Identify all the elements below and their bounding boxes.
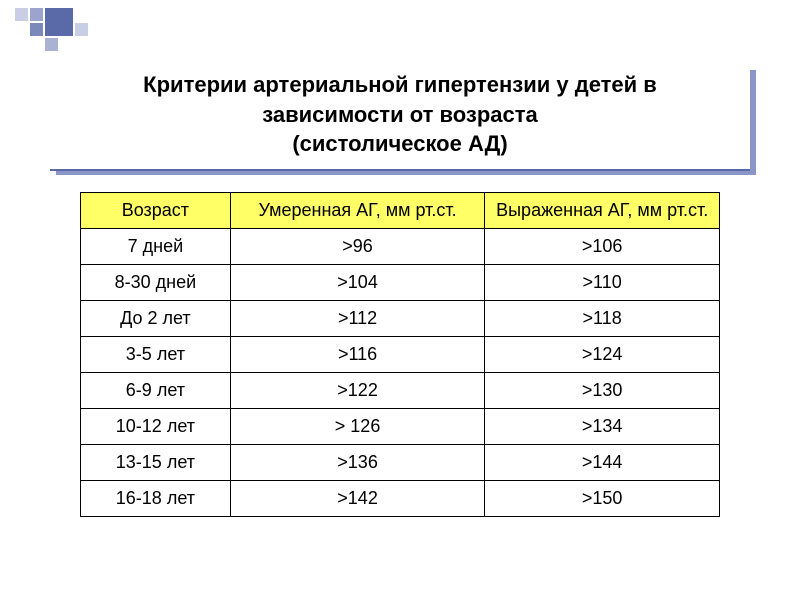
table-row: 6-9 лет>122>130	[81, 373, 720, 409]
table-row: До 2 лет>112>118	[81, 301, 720, 337]
table-cell: >116	[230, 337, 485, 373]
table-row: 10-12 лет> 126>134	[81, 409, 720, 445]
data-table-container: Возраст Умеренная АГ, мм рт.ст. Выраженн…	[80, 192, 720, 517]
table-cell: 7 дней	[81, 229, 231, 265]
table-cell: >124	[485, 337, 720, 373]
table-cell: 16-18 лет	[81, 481, 231, 517]
title-line1: Критерии артериальной гипертензии у дете…	[143, 72, 657, 97]
table-row: 7 дней>96>106	[81, 229, 720, 265]
table-row: 13-15 лет>136>144	[81, 445, 720, 481]
decor-square	[45, 8, 73, 36]
table-cell: >150	[485, 481, 720, 517]
table-cell: 6-9 лет	[81, 373, 231, 409]
table-row: 3-5 лет>116>124	[81, 337, 720, 373]
table-cell: >112	[230, 301, 485, 337]
table-cell: >142	[230, 481, 485, 517]
title-underline	[50, 169, 750, 171]
table-cell: 10-12 лет	[81, 409, 231, 445]
title-line2: зависимости от возраста	[262, 102, 537, 127]
table-row: 8-30 дней>104>110	[81, 265, 720, 301]
table-cell: 13-15 лет	[81, 445, 231, 481]
table-cell: >144	[485, 445, 720, 481]
col-header-moderate: Умеренная АГ, мм рт.ст.	[230, 193, 485, 229]
decor-square	[30, 8, 43, 21]
title-box: Критерии артериальной гипертензии у дете…	[50, 64, 750, 169]
col-header-age: Возраст	[81, 193, 231, 229]
slide-title: Критерии артериальной гипертензии у дете…	[70, 70, 730, 159]
decor-square	[30, 23, 43, 36]
table-cell: >110	[485, 265, 720, 301]
col-header-severe: Выраженная АГ, мм рт.ст.	[485, 193, 720, 229]
table-cell: >122	[230, 373, 485, 409]
table-cell: 8-30 дней	[81, 265, 231, 301]
table-cell: >134	[485, 409, 720, 445]
table-cell: >136	[230, 445, 485, 481]
table-cell: До 2 лет	[81, 301, 231, 337]
table-body: 7 дней>96>1068-30 дней>104>110До 2 лет>1…	[81, 229, 720, 517]
table-cell: >104	[230, 265, 485, 301]
corner-decoration	[15, 8, 115, 48]
table-header-row: Возраст Умеренная АГ, мм рт.ст. Выраженн…	[81, 193, 720, 229]
table-cell: >106	[485, 229, 720, 265]
decor-square	[75, 23, 88, 36]
decor-square	[45, 38, 58, 51]
hypertension-criteria-table: Возраст Умеренная АГ, мм рт.ст. Выраженн…	[80, 192, 720, 517]
decor-square	[15, 8, 28, 21]
table-cell: > 126	[230, 409, 485, 445]
table-cell: >96	[230, 229, 485, 265]
title-line3: (систолическое АД)	[292, 131, 507, 156]
table-row: 16-18 лет>142>150	[81, 481, 720, 517]
table-cell: 3-5 лет	[81, 337, 231, 373]
table-cell: >118	[485, 301, 720, 337]
table-cell: >130	[485, 373, 720, 409]
